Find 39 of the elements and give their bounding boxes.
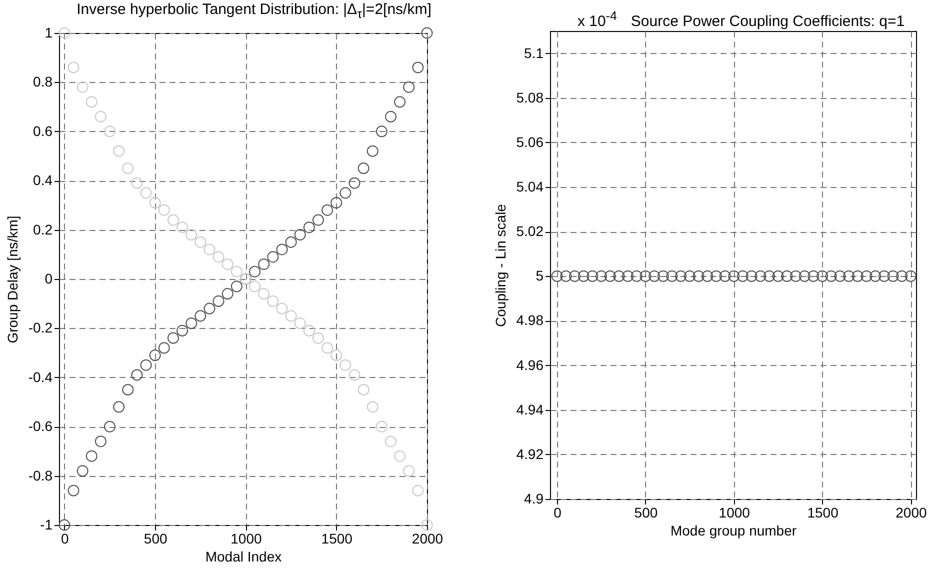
x-axis-title: Mode group number [670, 522, 797, 538]
x-tick-label: 2000 [412, 530, 444, 546]
x-tick-label: 1000 [230, 530, 262, 546]
x-tick-label: 500 [634, 504, 658, 520]
x-tick-label: 0 [554, 504, 562, 520]
x-tick-label: 1500 [807, 504, 839, 520]
y-axis-title: Group Delay [ns/km] [4, 216, 20, 344]
y-tick-label: 5 [536, 268, 544, 284]
y-tick-label: 4.94 [516, 401, 544, 418]
x-tick-label: 2000 [896, 504, 927, 520]
y-tick-label: 4.92 [516, 446, 544, 462]
x-tick-label: 0 [61, 530, 70, 546]
x-axis-title: Modal Index [205, 548, 282, 564]
y-tick-label: 5.08 [516, 89, 544, 106]
y-tick-label: 5.04 [516, 178, 544, 194]
x-tick-label: 1500 [321, 530, 353, 546]
y-tick-label: 0.4 [33, 172, 53, 188]
y-tick-label: 5.02 [516, 223, 544, 240]
y-tick-label: 0.2 [33, 221, 53, 238]
chart-title: Source Power Coupling Coefficients: q=1 [630, 13, 905, 30]
x-tick-label: 500 [144, 530, 168, 546]
y-tick-label: -0.6 [28, 418, 53, 434]
y-axis-title: Coupling - Lin scale [492, 204, 508, 327]
text: x 10$^{-4}$ [577, 9, 617, 30]
y-tick-label: 0.8 [33, 74, 53, 90]
y-tick-label: -0.2 [28, 320, 53, 336]
chart-title: Inverse hyperbolic Tangent Distribution: |Δ$_{τ}$|=2[ns/km] [76, 1, 432, 21]
y-tick-label: -1 [40, 516, 53, 532]
y-tick-label: 5.1 [524, 44, 544, 61]
y-tick-label: 5.06 [516, 134, 544, 150]
y-tick-label: 4.96 [516, 356, 544, 373]
y-tick-label: -0.4 [28, 368, 53, 385]
x-tick-label: 1000 [718, 504, 750, 520]
y-tick-label: 4.9 [524, 490, 544, 506]
y-tick-label: 1 [44, 24, 53, 40]
y-tick-label: 0.6 [33, 122, 53, 139]
y-tick-label: 4.98 [516, 312, 544, 328]
y-tick-label: -0.8 [28, 467, 53, 484]
y-tick-label: 0 [44, 270, 53, 286]
